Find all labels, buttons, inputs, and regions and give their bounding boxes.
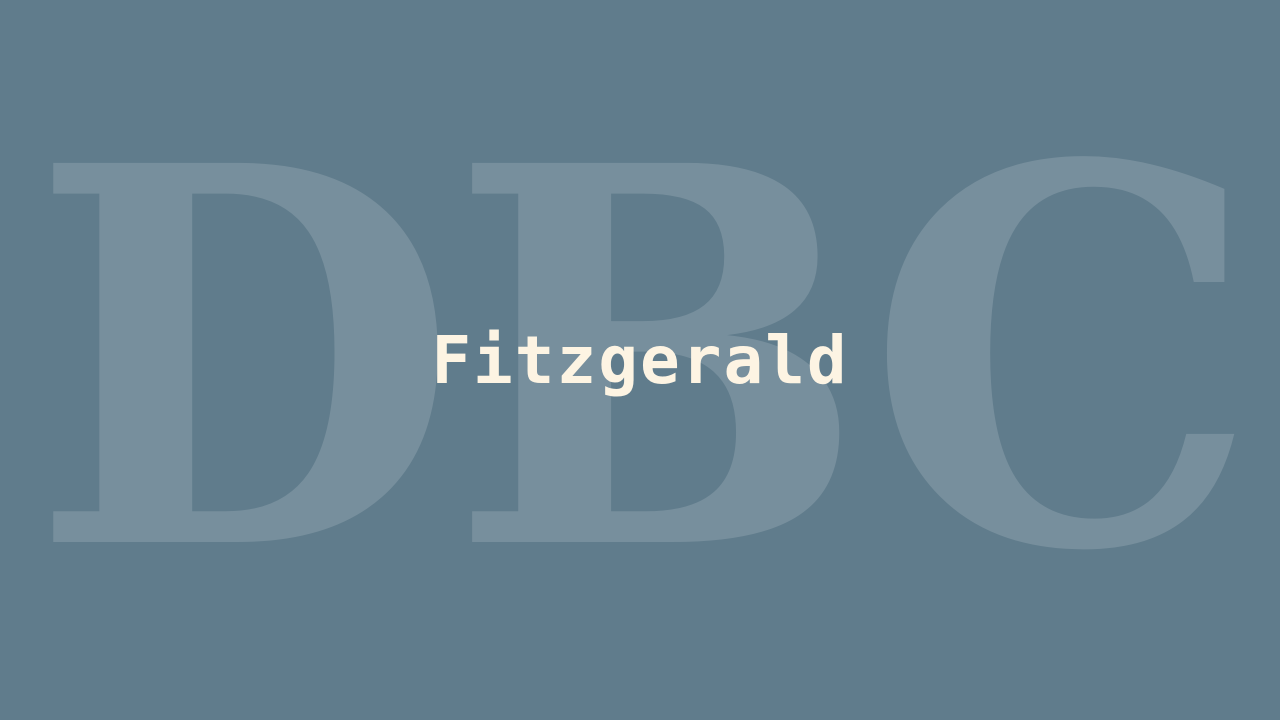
page-title: Fitzgerald [431,321,849,399]
